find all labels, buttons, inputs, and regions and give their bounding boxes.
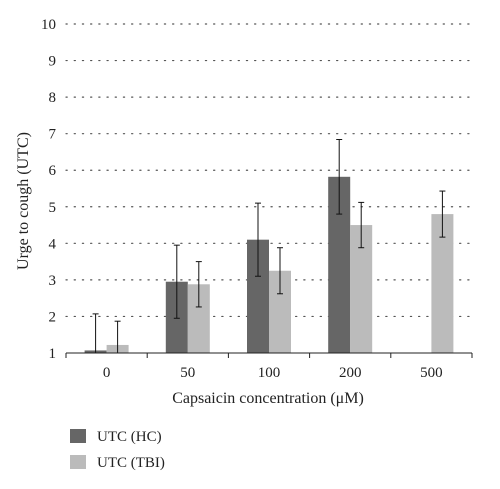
x-tick-label: 200 — [339, 365, 362, 381]
y-tick-label: 4 — [49, 236, 57, 252]
y-tick-label: 9 — [49, 54, 57, 70]
y-axis-title: Urge to cough (UTC) — [15, 132, 32, 270]
bars — [84, 176, 454, 353]
y-tick-label: 7 — [49, 127, 57, 143]
y-tick-label: 10 — [41, 17, 56, 33]
error-bars — [92, 139, 446, 354]
bar-hc — [328, 176, 351, 353]
bar-hc — [247, 239, 269, 353]
bar-tbi — [431, 214, 454, 353]
error-bar — [92, 313, 99, 354]
y-tick-label: 8 — [49, 90, 57, 106]
y-tick-label: 3 — [49, 273, 57, 289]
legend-swatch-tbi — [70, 455, 86, 469]
x-axis-title: Capsaicin concentration (μM) — [172, 390, 364, 407]
error-bar — [358, 201, 365, 249]
error-bar — [336, 139, 343, 215]
y-tick-label: 5 — [49, 200, 57, 216]
x-axis-ticks: 0 50 100 200 500 — [65, 353, 473, 381]
error-bar — [255, 202, 261, 277]
y-tick-label: 2 — [49, 309, 57, 325]
error-bar — [277, 247, 283, 295]
y-axis-ticks: 1 2 3 4 5 6 7 8 9 10 — [41, 17, 57, 362]
y-tick-label: 1 — [49, 346, 57, 362]
error-bar — [173, 244, 180, 319]
y-tick-label: 6 — [49, 163, 57, 179]
error-bar — [195, 261, 202, 308]
bar-tbi — [350, 225, 373, 353]
legend-label-hc: UTC (HC) — [97, 429, 162, 445]
bar-tbi — [269, 270, 291, 353]
legend-label-tbi: UTC (TBI) — [97, 455, 165, 471]
legend: UTC (HC) UTC (TBI) — [70, 429, 165, 471]
x-tick-label: 500 — [420, 365, 443, 381]
bar-tbi — [187, 284, 210, 353]
x-tick-label: 0 — [103, 365, 111, 381]
x-tick-label: 50 — [180, 365, 195, 381]
error-bar — [439, 190, 446, 238]
legend-swatch-hc — [70, 429, 86, 443]
x-tick-label: 100 — [258, 365, 281, 381]
